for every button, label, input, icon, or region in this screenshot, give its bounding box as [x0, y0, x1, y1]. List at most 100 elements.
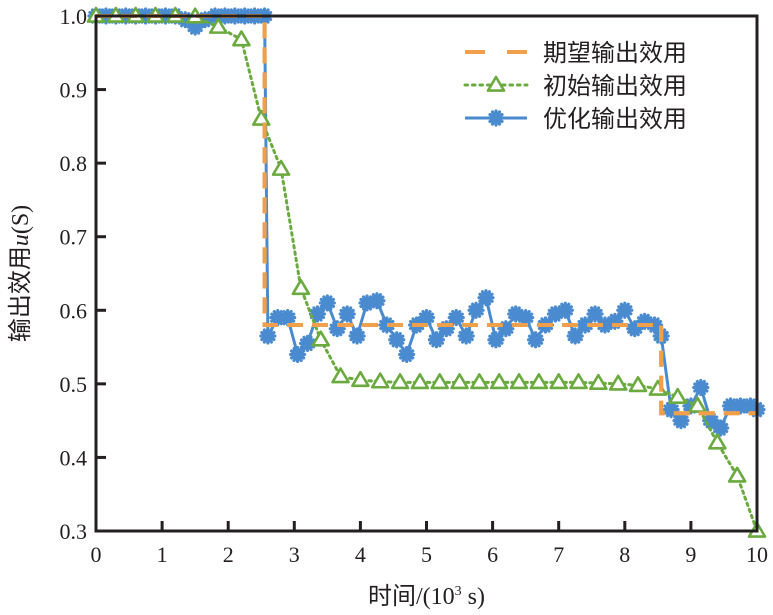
- x-axis-title-tail: s): [462, 584, 485, 610]
- data-point-core: [631, 325, 639, 333]
- data-point-core: [191, 23, 199, 31]
- x-tick-label: 2: [223, 542, 234, 567]
- x-tick-label: 4: [355, 542, 366, 567]
- data-point-core: [472, 306, 480, 314]
- data-point-core: [551, 310, 559, 318]
- data-point: [569, 373, 588, 390]
- y-tick-label: 0.3: [60, 519, 88, 544]
- data-point-core: [736, 402, 744, 410]
- data-point: [489, 373, 509, 390]
- legend-label: 优化输出效用: [543, 106, 687, 133]
- data-point-core: [423, 314, 430, 322]
- x-axis-title: 时间/(103 s): [368, 583, 485, 610]
- x-axis-title-main: 时间/(10: [368, 583, 455, 610]
- y-tick-label: 0.8: [60, 151, 88, 176]
- data-point: [271, 159, 291, 176]
- data-point-core: [502, 325, 510, 333]
- data-point: [351, 370, 370, 388]
- data-point-core: [274, 314, 282, 322]
- y-tick-label: 0.5: [60, 372, 88, 397]
- data-point: [430, 373, 450, 390]
- y-tick-label: 0.6: [60, 298, 88, 323]
- x-axis: 0 1 2 3 4 5 6 7 8 9 10: [91, 521, 768, 567]
- data-point-core: [432, 336, 440, 344]
- data-point-core: [561, 306, 569, 314]
- data-point-core: [522, 314, 530, 322]
- data-point-core: [717, 424, 725, 432]
- data-point-core: [284, 314, 292, 322]
- series-line: [94, 14, 759, 533]
- y-axis-title-main: 输出效用: [7, 246, 34, 342]
- data-point: [628, 376, 648, 393]
- data-point: [232, 30, 251, 47]
- data-point: [589, 373, 608, 391]
- data-point: [529, 373, 549, 390]
- data-point-core: [571, 332, 579, 340]
- data-point: [291, 278, 311, 296]
- data-point: [311, 330, 331, 347]
- data-point: [608, 374, 628, 391]
- x-tick-label: 3: [289, 542, 300, 567]
- data-point-core: [304, 339, 312, 347]
- x-tick-label: 1: [157, 542, 168, 567]
- data-point: [727, 466, 747, 483]
- data-point: [470, 373, 489, 390]
- data-point: [668, 387, 687, 404]
- data-point-core: [621, 306, 629, 314]
- data-point: [410, 373, 430, 390]
- legend-marker-core: [492, 114, 500, 122]
- x-tick-label: 8: [619, 542, 630, 567]
- data-point: [509, 373, 529, 390]
- x-tick-label: 7: [553, 542, 564, 567]
- x-axis-title-sup: 3: [455, 584, 462, 599]
- data-point-core: [601, 321, 609, 329]
- data-point-core: [393, 336, 401, 344]
- legend-label: 期望输出效用: [543, 40, 687, 67]
- x-tick-label: 10: [746, 542, 768, 567]
- data-point: [648, 379, 668, 396]
- data-point-core: [323, 299, 331, 307]
- x-tick-label: 0: [91, 542, 102, 567]
- data-point: [549, 373, 568, 390]
- data-point: [208, 17, 228, 34]
- data-point: [390, 373, 410, 390]
- data-point-core: [492, 336, 500, 344]
- x-tick-label: 5: [421, 542, 432, 567]
- data-point-core: [343, 310, 351, 318]
- data-point-core: [264, 332, 272, 340]
- data-point-core: [727, 402, 735, 410]
- data-point-core: [403, 350, 411, 358]
- y-axis-title: 输出效用u(S): [7, 205, 34, 342]
- legend-item: 期望输出效用: [465, 40, 687, 67]
- data-point-core: [697, 384, 705, 392]
- y-axis: 0.3 0.4 0.5 0.6 0.7 0.8 0.9 1.0: [60, 4, 106, 544]
- data-point-core: [581, 321, 589, 329]
- y-tick-label: 1.0: [60, 4, 88, 29]
- y-tick-label: 0.4: [60, 445, 88, 470]
- data-point-core: [462, 332, 470, 340]
- legend-item: 初始输出效用: [463, 73, 687, 100]
- data-point-core: [512, 310, 520, 318]
- y-tick-label: 0.9: [60, 78, 88, 103]
- data-point-core: [313, 310, 321, 318]
- data-point: [708, 433, 727, 450]
- data-point-core: [353, 332, 361, 340]
- y-tick-label: 0.7: [60, 225, 88, 250]
- data-point-core: [482, 294, 490, 302]
- data-point-core: [373, 297, 381, 305]
- data-point-core: [452, 314, 460, 322]
- data-point: [450, 373, 469, 390]
- data-point-core: [294, 350, 302, 358]
- data-point-core: [677, 417, 685, 425]
- data-point-core: [707, 417, 715, 425]
- legend-label: 初始输出效用: [543, 73, 687, 100]
- legend-item: 优化输出效用: [465, 106, 687, 133]
- x-tick-label: 6: [487, 542, 498, 567]
- data-point-core: [591, 310, 599, 318]
- data-point: [370, 372, 390, 389]
- data-point: [331, 367, 350, 384]
- data-point: [251, 109, 271, 126]
- data-point-core: [532, 336, 540, 344]
